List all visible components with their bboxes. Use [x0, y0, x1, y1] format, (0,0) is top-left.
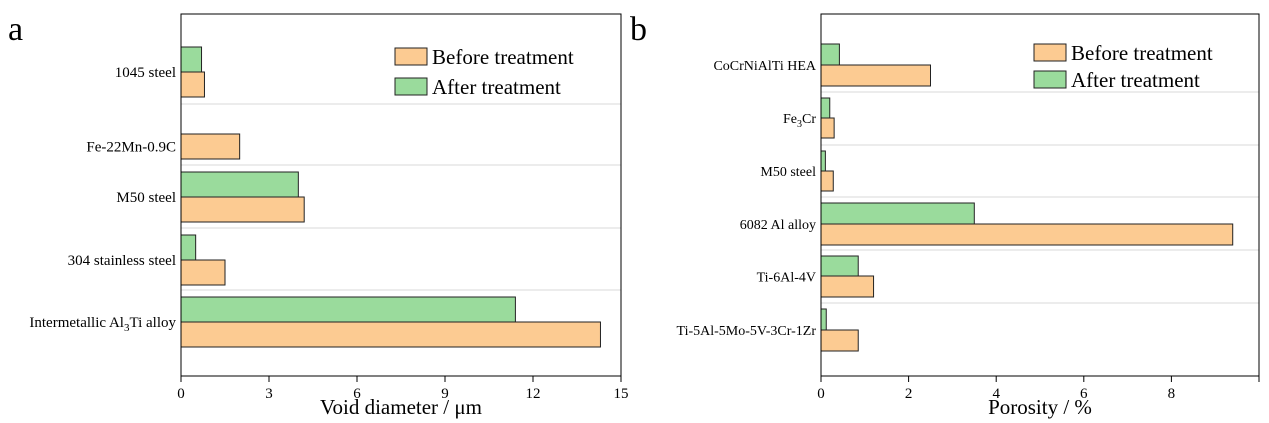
- bar-before-5: [180, 321, 601, 348]
- bar-after-4: [180, 234, 197, 261]
- bar-before-4: [820, 223, 1234, 246]
- panel-a-legend: Before treatment After treatment: [394, 45, 574, 99]
- bar-before-4: [180, 259, 226, 286]
- bar-after-5: [180, 296, 516, 323]
- bar-after-4: [820, 202, 975, 225]
- panel-a-category-labels: 1045 steel Fe-22Mn-0.9C M50 steel 304 stain…: [29, 65, 176, 334]
- bar-before-5: [820, 275, 875, 298]
- panel-b-category-dividers: [821, 91, 1259, 304]
- panel-a-category-dividers: [181, 103, 621, 291]
- category-label: 1045 steel: [115, 65, 176, 81]
- bar-after-6: [820, 308, 827, 331]
- bar-before-2: [180, 133, 241, 160]
- category-label: Fe3Cr: [783, 112, 816, 130]
- category-label: Fe-22Mn-0.9C: [86, 140, 176, 156]
- bar-after-1: [180, 46, 203, 73]
- bar-before-1: [820, 64, 931, 87]
- bar-after-3: [180, 171, 299, 198]
- category-label: 304 stainless steel: [68, 253, 176, 269]
- x-tick-label: 6: [353, 386, 361, 402]
- x-tick-label: 0: [817, 386, 825, 402]
- panel-b-plot-frame: [820, 13, 1260, 377]
- panel-a-legend-after-label: After treatment: [432, 75, 561, 99]
- panel-b-x-axis-title: Porosity / %: [988, 395, 1092, 419]
- panel-a-plot-frame: [180, 13, 622, 377]
- panel-a-legend-after-swatch: [394, 77, 428, 96]
- bar-before-3: [180, 196, 305, 223]
- x-tick-label: 3: [265, 386, 273, 402]
- panel-a-x-axis-title: Void diameter / μm: [320, 395, 482, 419]
- panel-b: b 0 2 4 6 8 CoCrNiAlTi HEA Fe3Cr M50 steel 6082…: [630, 11, 1260, 419]
- category-label: CoCrNiAlTi HEA: [713, 59, 816, 74]
- bar-after-1: [820, 43, 840, 66]
- bar-after-3: [820, 150, 826, 172]
- panel-a-label: a: [8, 11, 23, 48]
- bar-before-6: [820, 329, 859, 352]
- panel-b-legend-after-swatch: [1033, 70, 1067, 89]
- category-label: Ti-6Al-4V: [757, 271, 816, 286]
- bar-before-2: [820, 117, 835, 139]
- category-label: M50 steel: [116, 190, 176, 206]
- panel-a-x-ticks: 0 3 6 9 12 15: [177, 376, 629, 402]
- bar-before-1: [180, 71, 205, 98]
- bar-before-3: [820, 170, 834, 192]
- x-tick-label: 9: [441, 386, 449, 402]
- x-tick-label: 15: [614, 386, 629, 402]
- panel-a-legend-before-label: Before treatment: [432, 45, 574, 69]
- panel-a-legend-before-swatch: [394, 47, 428, 66]
- panel-b-x-ticks: 0 2 4 6 8: [817, 376, 1260, 402]
- category-label: Ti-5Al-5Mo-5V-3Cr-1Zr: [677, 324, 817, 339]
- x-tick-label: 4: [992, 386, 1000, 402]
- panel-a: a 0 3 6 9 12 15 1045 steel Fe-22Mn-0.9C M50 ste…: [8, 11, 629, 419]
- category-label: Intermetallic Al3Ti alloy: [29, 315, 176, 334]
- panel-b-bars: [820, 43, 1234, 352]
- x-tick-label: 6: [1080, 386, 1088, 402]
- panel-b-legend: Before treatment After treatment: [1033, 41, 1213, 92]
- category-label: M50 steel: [760, 165, 816, 180]
- panel-b-legend-before-label: Before treatment: [1071, 41, 1213, 65]
- x-tick-label: 2: [905, 386, 913, 402]
- panel-b-legend-before-swatch: [1033, 43, 1067, 62]
- x-tick-label: 12: [526, 386, 541, 402]
- bar-after-5: [820, 255, 859, 277]
- panel-b-legend-after-label: After treatment: [1071, 68, 1200, 92]
- x-tick-label: 0: [177, 386, 185, 402]
- category-label: 6082 Al alloy: [740, 218, 816, 233]
- x-tick-label: 8: [1168, 386, 1176, 402]
- bar-after-2: [820, 97, 831, 119]
- panel-b-label: b: [630, 11, 647, 48]
- panel-b-category-labels: CoCrNiAlTi HEA Fe3Cr M50 steel 6082 Al allo…: [677, 59, 817, 339]
